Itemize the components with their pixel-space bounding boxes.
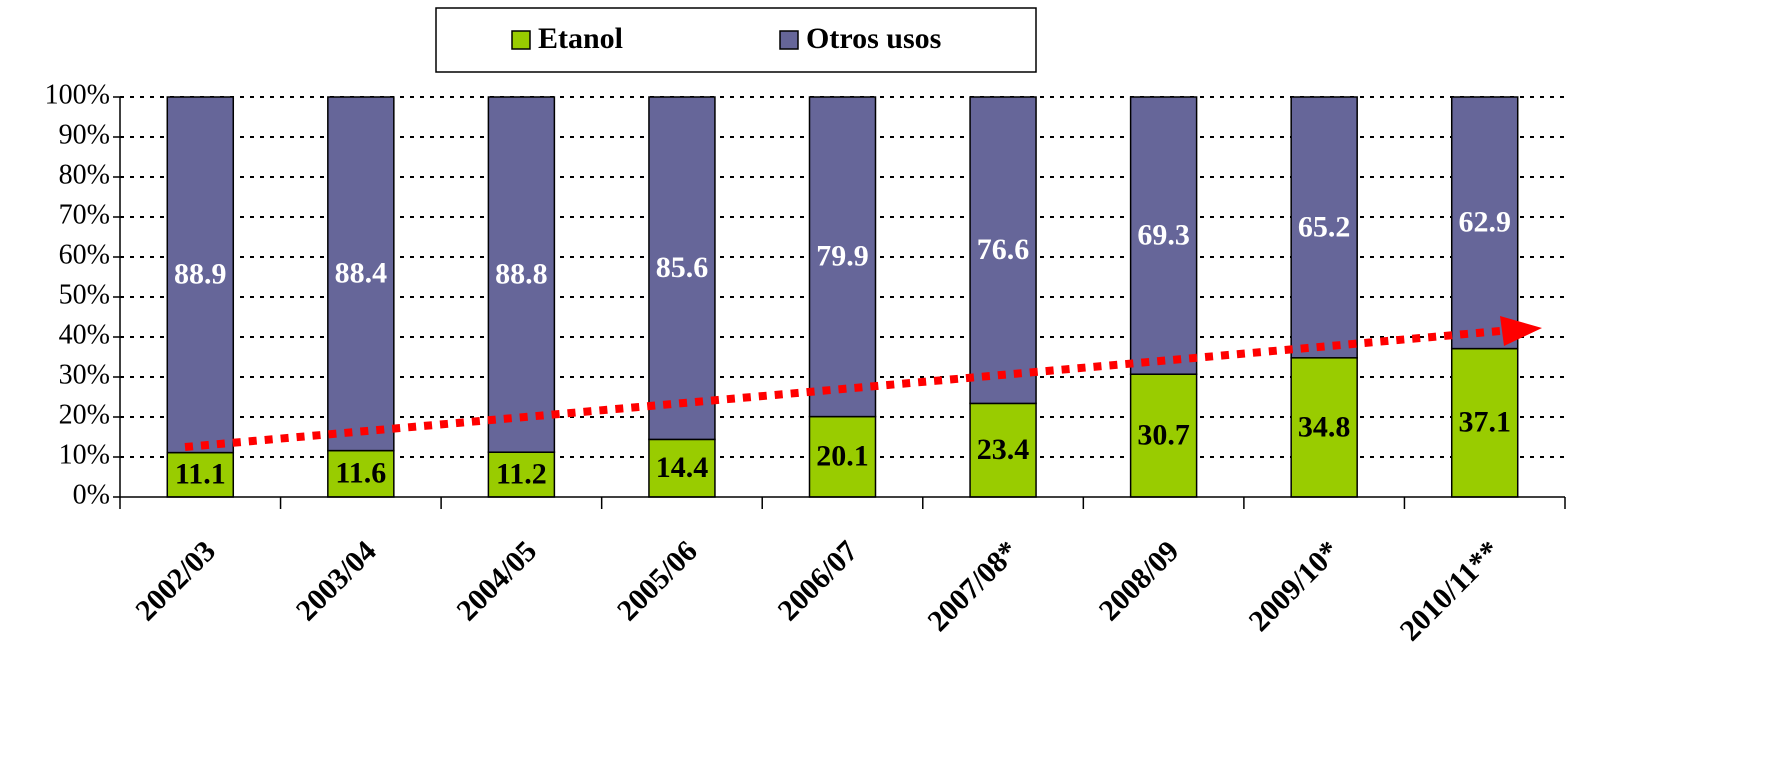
bar-segment bbox=[487, 451, 556, 498]
y-tick-label: 100% bbox=[45, 79, 110, 110]
y-tick-label: 60% bbox=[59, 239, 110, 270]
x-tick-label: 2009/10* bbox=[1243, 534, 1346, 637]
data-label: 14.4 bbox=[656, 451, 709, 484]
data-label: 11.1 bbox=[175, 458, 226, 491]
y-tick-label: 20% bbox=[59, 399, 110, 430]
plot: 0% 10% 20% 30% 40% 50% 60% 70% 80% 90% 100% 11.1 88.… bbox=[45, 79, 1566, 647]
bar-segment bbox=[1129, 373, 1198, 498]
data-label: 69.3 bbox=[1137, 218, 1190, 251]
y-tick-label: 80% bbox=[59, 159, 110, 190]
arrow-head bbox=[1500, 316, 1542, 346]
data-label: 11.6 bbox=[335, 457, 386, 490]
legend-box bbox=[435, 7, 1037, 73]
bar-segment bbox=[1129, 96, 1198, 375]
trend-line bbox=[184, 327, 1501, 451]
bar-segment bbox=[808, 96, 877, 418]
data-label: 37.1 bbox=[1458, 406, 1511, 439]
bar-segment bbox=[1450, 347, 1519, 498]
data-label: 62.9 bbox=[1458, 206, 1511, 239]
x-tick-label: 2006/07 bbox=[771, 534, 864, 627]
y-tick-label: 40% bbox=[59, 319, 110, 350]
data-label: 85.6 bbox=[656, 251, 709, 284]
legend-label: Etanol bbox=[538, 22, 623, 55]
y-tick-label: 0% bbox=[73, 479, 110, 510]
legend: Etanol Otros usos bbox=[511, 22, 941, 55]
bar-segment bbox=[1290, 96, 1358, 359]
y-tick-label: 10% bbox=[59, 439, 110, 470]
data-label: 30.7 bbox=[1137, 418, 1190, 451]
bar-segment bbox=[1290, 357, 1358, 498]
y-tick-label: 50% bbox=[59, 279, 110, 310]
data-label: 79.9 bbox=[816, 240, 869, 273]
x-tick-label: 2005/06 bbox=[611, 534, 704, 627]
data-label: 34.8 bbox=[1298, 410, 1351, 443]
legend-swatch bbox=[511, 30, 531, 50]
data-label: 88.9 bbox=[174, 258, 227, 291]
bar-segment bbox=[969, 96, 1037, 405]
data-label: 23.4 bbox=[977, 433, 1030, 466]
y-tick-label: 70% bbox=[59, 199, 110, 230]
x-tick-label: 2008/09 bbox=[1093, 534, 1186, 627]
data-label: 20.1 bbox=[816, 440, 869, 473]
data-label: 65.2 bbox=[1298, 210, 1351, 243]
bar-segment bbox=[327, 96, 395, 452]
data-label: 88.4 bbox=[335, 257, 388, 290]
bar-segment bbox=[166, 96, 235, 454]
x-tick-label: 2010/11** bbox=[1394, 534, 1507, 647]
trend-arrow bbox=[184, 316, 1542, 451]
y-tick-label: 90% bbox=[59, 119, 110, 150]
bar-segment bbox=[1450, 96, 1519, 350]
data-label: 11.2 bbox=[496, 457, 547, 490]
bar-segment bbox=[648, 96, 716, 441]
y-tick-label: 30% bbox=[59, 359, 110, 390]
data-label: 76.6 bbox=[977, 233, 1030, 266]
x-tick-label: 2004/05 bbox=[450, 534, 543, 627]
bar-segment bbox=[969, 402, 1037, 498]
x-tick-label: 2002/03 bbox=[129, 534, 222, 627]
data-label: 88.8 bbox=[495, 257, 548, 290]
x-tick-label: 2003/04 bbox=[290, 534, 383, 627]
legend-swatch bbox=[779, 30, 799, 50]
x-tick-label: 2007/08* bbox=[921, 534, 1024, 637]
legend-label: Otros usos bbox=[806, 22, 941, 55]
bar-segment bbox=[487, 96, 556, 453]
